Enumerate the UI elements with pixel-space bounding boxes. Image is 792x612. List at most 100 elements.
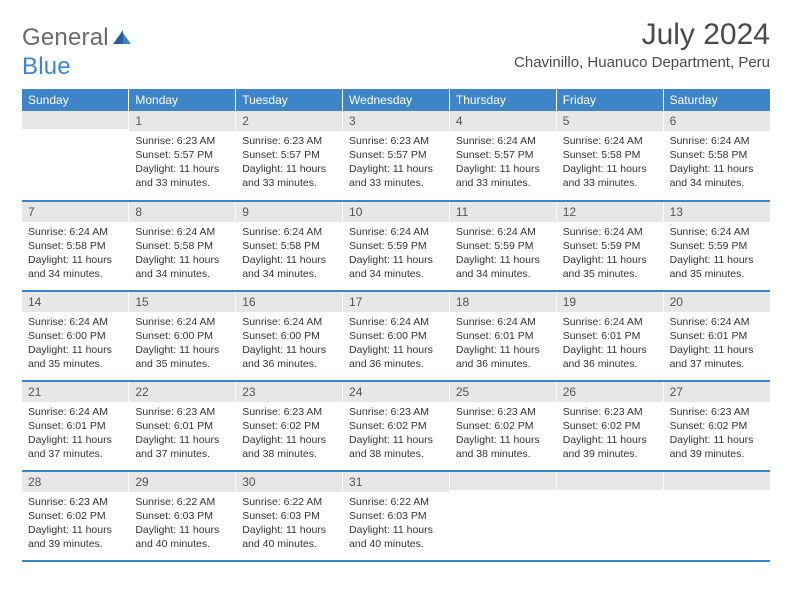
calendar-day-cell xyxy=(663,471,770,561)
calendar-day-cell: 11Sunrise: 6:24 AMSunset: 5:59 PMDayligh… xyxy=(449,201,556,291)
sunset-text: Sunset: 6:01 PM xyxy=(563,329,657,343)
sunrise-text: Sunrise: 6:24 AM xyxy=(135,315,229,329)
daylight-text: Daylight: 11 hours and 39 minutes. xyxy=(670,433,764,461)
month-title: July 2024 xyxy=(514,18,770,52)
logo-word1: General xyxy=(22,24,109,51)
weekday-header: Tuesday xyxy=(236,89,343,111)
weekday-header: Wednesday xyxy=(343,89,450,111)
day-number: 14 xyxy=(22,292,128,312)
calendar-day-cell: 3Sunrise: 6:23 AMSunset: 5:57 PMDaylight… xyxy=(343,111,450,201)
calendar-day-cell: 27Sunrise: 6:23 AMSunset: 6:02 PMDayligh… xyxy=(663,381,770,471)
calendar-day-cell: 8Sunrise: 6:24 AMSunset: 5:58 PMDaylight… xyxy=(129,201,236,291)
sunrise-text: Sunrise: 6:23 AM xyxy=(28,495,122,509)
day-body: Sunrise: 6:24 AMSunset: 6:01 PMDaylight:… xyxy=(450,312,556,378)
day-body: Sunrise: 6:23 AMSunset: 6:02 PMDaylight:… xyxy=(557,402,663,468)
sunset-text: Sunset: 6:02 PM xyxy=(563,419,657,433)
day-number: 28 xyxy=(22,472,128,492)
day-number: 2 xyxy=(236,111,342,131)
day-number: 21 xyxy=(22,382,128,402)
day-body: Sunrise: 6:23 AMSunset: 6:01 PMDaylight:… xyxy=(129,402,235,468)
day-body: Sunrise: 6:24 AMSunset: 6:00 PMDaylight:… xyxy=(236,312,342,378)
daylight-text: Daylight: 11 hours and 40 minutes. xyxy=(135,523,229,551)
day-body: Sunrise: 6:23 AMSunset: 6:02 PMDaylight:… xyxy=(343,402,449,468)
day-body: Sunrise: 6:24 AMSunset: 5:57 PMDaylight:… xyxy=(450,131,556,197)
day-body: Sunrise: 6:23 AMSunset: 6:02 PMDaylight:… xyxy=(22,492,128,558)
weekday-header: Monday xyxy=(129,89,236,111)
sunset-text: Sunset: 6:00 PM xyxy=(349,329,443,343)
day-number: 15 xyxy=(129,292,235,312)
daylight-text: Daylight: 11 hours and 36 minutes. xyxy=(456,343,550,371)
day-number: 3 xyxy=(343,111,449,131)
day-number: 8 xyxy=(129,202,235,222)
day-body: Sunrise: 6:24 AMSunset: 6:00 PMDaylight:… xyxy=(129,312,235,378)
sunset-text: Sunset: 5:59 PM xyxy=(670,239,764,253)
daylight-text: Daylight: 11 hours and 37 minutes. xyxy=(28,433,122,461)
logo-text: General Blue xyxy=(22,24,133,81)
calendar-week-row: 1Sunrise: 6:23 AMSunset: 5:57 PMDaylight… xyxy=(22,111,770,201)
day-body: Sunrise: 6:23 AMSunset: 5:57 PMDaylight:… xyxy=(343,131,449,197)
day-body: Sunrise: 6:24 AMSunset: 6:01 PMDaylight:… xyxy=(557,312,663,378)
sunset-text: Sunset: 5:58 PM xyxy=(563,148,657,162)
sunrise-text: Sunrise: 6:24 AM xyxy=(242,315,336,329)
sunset-text: Sunset: 5:57 PM xyxy=(456,148,550,162)
day-body: Sunrise: 6:24 AMSunset: 6:00 PMDaylight:… xyxy=(343,312,449,378)
logo-word2: Blue xyxy=(22,53,71,80)
sunset-text: Sunset: 5:58 PM xyxy=(242,239,336,253)
daylight-text: Daylight: 11 hours and 37 minutes. xyxy=(670,343,764,371)
day-body: Sunrise: 6:22 AMSunset: 6:03 PMDaylight:… xyxy=(343,492,449,558)
calendar-header-row: SundayMondayTuesdayWednesdayThursdayFrid… xyxy=(22,89,770,111)
calendar-week-row: 7Sunrise: 6:24 AMSunset: 5:58 PMDaylight… xyxy=(22,201,770,291)
day-body-empty xyxy=(22,129,128,189)
calendar-week-row: 28Sunrise: 6:23 AMSunset: 6:02 PMDayligh… xyxy=(22,471,770,561)
calendar-day-cell: 1Sunrise: 6:23 AMSunset: 5:57 PMDaylight… xyxy=(129,111,236,201)
daylight-text: Daylight: 11 hours and 34 minutes. xyxy=(349,253,443,281)
calendar-day-cell: 12Sunrise: 6:24 AMSunset: 5:59 PMDayligh… xyxy=(556,201,663,291)
sunrise-text: Sunrise: 6:23 AM xyxy=(242,134,336,148)
day-number: 16 xyxy=(236,292,342,312)
calendar-week-row: 14Sunrise: 6:24 AMSunset: 6:00 PMDayligh… xyxy=(22,291,770,381)
location-text: Chavinillo, Huanuco Department, Peru xyxy=(514,54,770,71)
calendar-day-cell: 20Sunrise: 6:24 AMSunset: 6:01 PMDayligh… xyxy=(663,291,770,381)
calendar-day-cell: 30Sunrise: 6:22 AMSunset: 6:03 PMDayligh… xyxy=(236,471,343,561)
day-body: Sunrise: 6:24 AMSunset: 6:01 PMDaylight:… xyxy=(664,312,770,378)
day-number: 20 xyxy=(664,292,770,312)
sunset-text: Sunset: 6:03 PM xyxy=(242,509,336,523)
sunrise-text: Sunrise: 6:23 AM xyxy=(456,405,550,419)
day-number: 26 xyxy=(557,382,663,402)
day-number-empty xyxy=(450,472,556,490)
day-number: 22 xyxy=(129,382,235,402)
sunset-text: Sunset: 5:58 PM xyxy=(135,239,229,253)
daylight-text: Daylight: 11 hours and 34 minutes. xyxy=(135,253,229,281)
daylight-text: Daylight: 11 hours and 33 minutes. xyxy=(456,162,550,190)
calendar-day-cell xyxy=(449,471,556,561)
sunrise-text: Sunrise: 6:22 AM xyxy=(135,495,229,509)
sunrise-text: Sunrise: 6:23 AM xyxy=(349,405,443,419)
sunrise-text: Sunrise: 6:24 AM xyxy=(28,225,122,239)
title-block: July 2024 Chavinillo, Huanuco Department… xyxy=(514,18,770,71)
sunrise-text: Sunrise: 6:24 AM xyxy=(563,225,657,239)
sunset-text: Sunset: 6:02 PM xyxy=(456,419,550,433)
day-number: 17 xyxy=(343,292,449,312)
day-body: Sunrise: 6:23 AMSunset: 5:57 PMDaylight:… xyxy=(129,131,235,197)
sunset-text: Sunset: 6:00 PM xyxy=(135,329,229,343)
sunrise-text: Sunrise: 6:22 AM xyxy=(349,495,443,509)
sunrise-text: Sunrise: 6:24 AM xyxy=(670,315,764,329)
day-number: 6 xyxy=(664,111,770,131)
calendar-day-cell: 18Sunrise: 6:24 AMSunset: 6:01 PMDayligh… xyxy=(449,291,556,381)
calendar-day-cell: 19Sunrise: 6:24 AMSunset: 6:01 PMDayligh… xyxy=(556,291,663,381)
day-number-empty xyxy=(664,472,770,490)
daylight-text: Daylight: 11 hours and 37 minutes. xyxy=(135,433,229,461)
day-number: 30 xyxy=(236,472,342,492)
day-body: Sunrise: 6:24 AMSunset: 5:58 PMDaylight:… xyxy=(236,222,342,288)
daylight-text: Daylight: 11 hours and 34 minutes. xyxy=(28,253,122,281)
sunrise-text: Sunrise: 6:24 AM xyxy=(563,315,657,329)
sunset-text: Sunset: 5:58 PM xyxy=(28,239,122,253)
sunrise-text: Sunrise: 6:23 AM xyxy=(349,134,443,148)
day-body: Sunrise: 6:23 AMSunset: 5:57 PMDaylight:… xyxy=(236,131,342,197)
daylight-text: Daylight: 11 hours and 33 minutes. xyxy=(349,162,443,190)
calendar-day-cell: 10Sunrise: 6:24 AMSunset: 5:59 PMDayligh… xyxy=(343,201,450,291)
calendar-day-cell xyxy=(556,471,663,561)
calendar-day-cell: 15Sunrise: 6:24 AMSunset: 6:00 PMDayligh… xyxy=(129,291,236,381)
day-number: 7 xyxy=(22,202,128,222)
daylight-text: Daylight: 11 hours and 38 minutes. xyxy=(456,433,550,461)
